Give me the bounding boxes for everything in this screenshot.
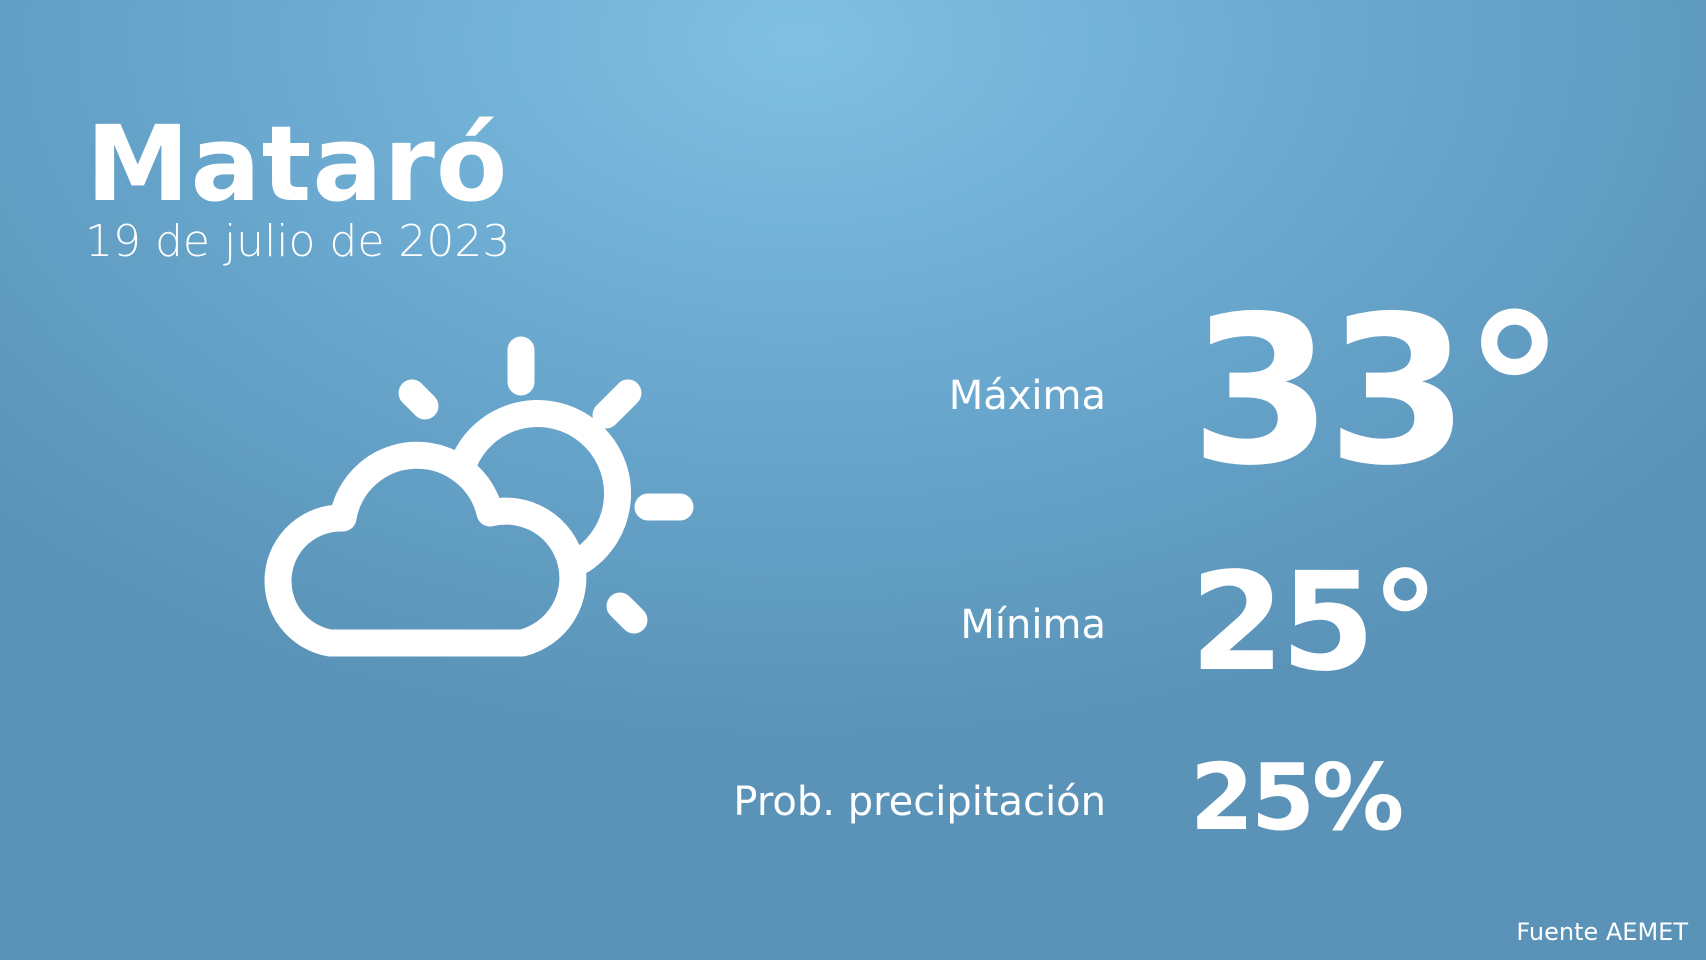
precip-label: Prob. precipitación — [733, 779, 1106, 825]
sun-ray — [606, 592, 648, 634]
precip-value: 25% — [1190, 744, 1404, 851]
max-temp-value: 33° — [1190, 273, 1566, 511]
forecast-date: 19 de julio de 2023 — [85, 216, 511, 267]
min-temp-label: Mínima — [960, 602, 1106, 648]
cloud-shape — [264, 441, 587, 657]
min-temp-value: 25° — [1190, 544, 1439, 702]
sun-ray — [398, 379, 439, 420]
sun-arc — [450, 400, 631, 574]
source-credit: Fuente AEMET — [1516, 918, 1688, 946]
max-temp-label: Máxima — [948, 373, 1106, 419]
sun-ray — [592, 379, 642, 429]
city-title: Mataró — [86, 103, 509, 225]
